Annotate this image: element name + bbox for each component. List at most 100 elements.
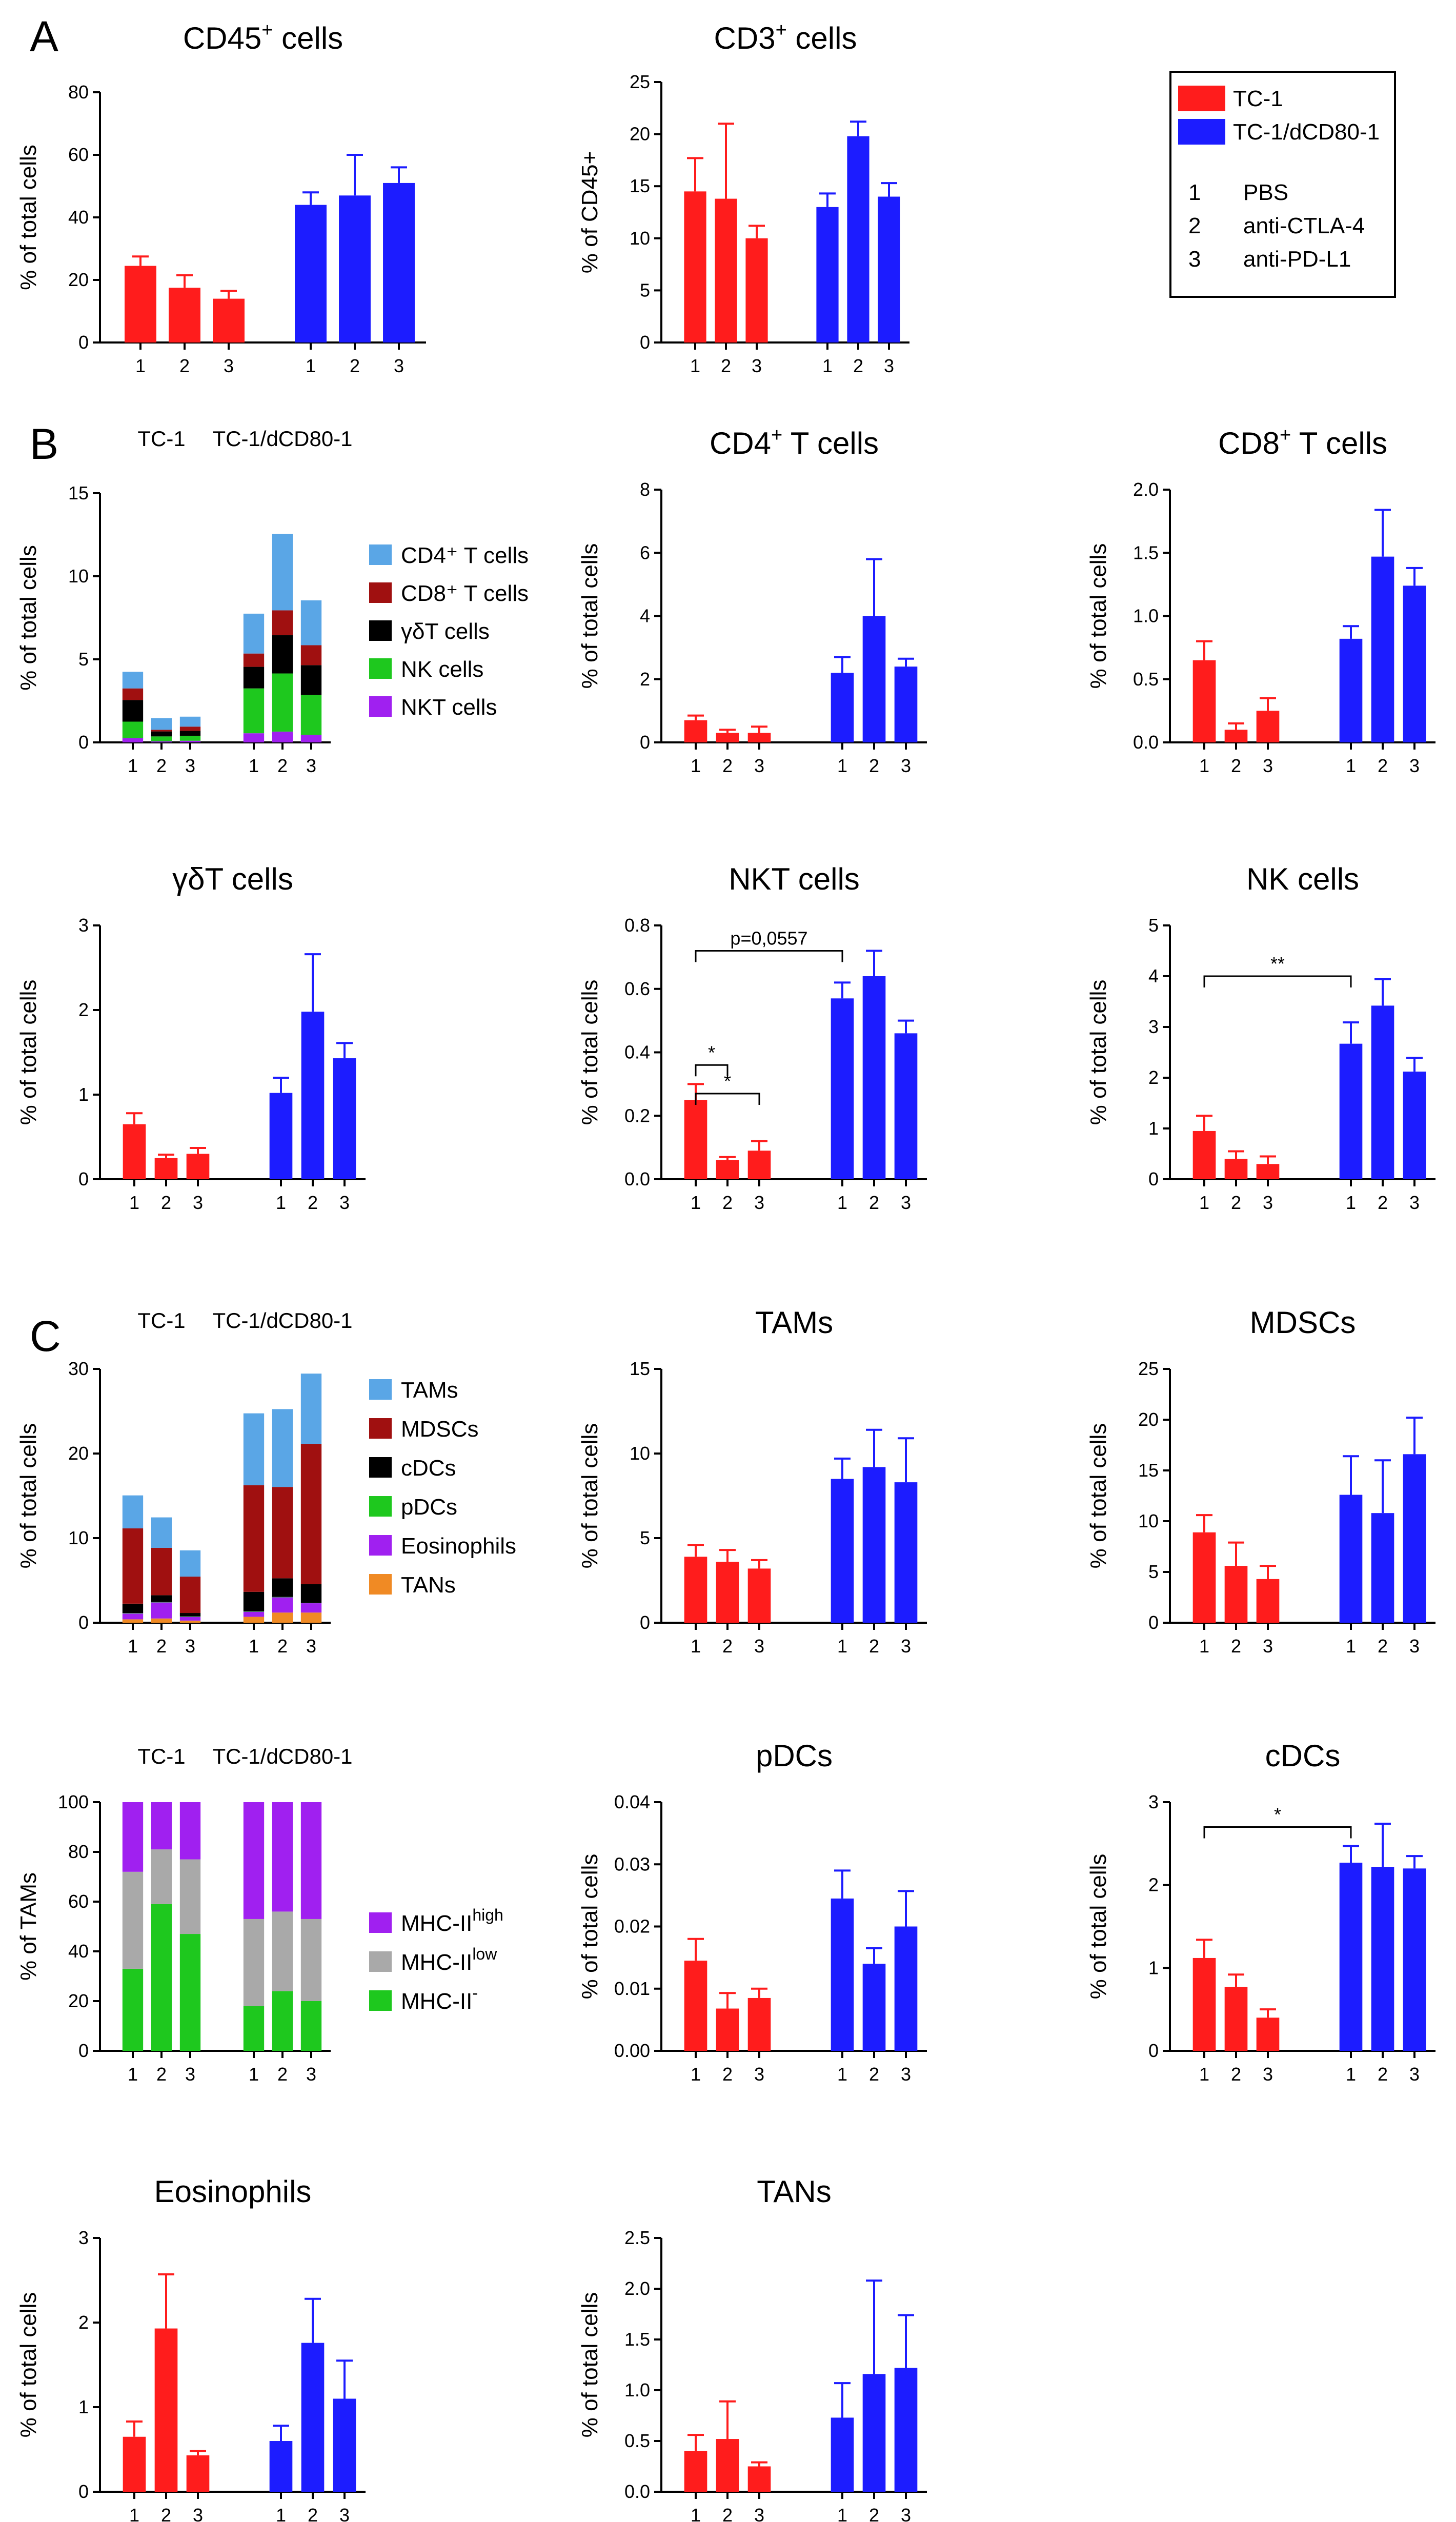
legend-swatch-tc1 [1178, 86, 1225, 111]
mhc-legend-swatch [369, 1912, 392, 1933]
nkt-xtick-label: 3 [754, 1192, 764, 1213]
pdcs-ytick-label: 0.02 [614, 1916, 650, 1937]
pdcs-xtick-label: 2 [722, 2064, 733, 2085]
mdscs-bar-1-0 [1339, 1495, 1363, 1623]
cd3-xtick-label: 3 [884, 355, 894, 376]
mhc-ytick-label: 80 [68, 1841, 89, 1862]
mhc-segment-0-1-1 [151, 1849, 172, 1904]
tams-xtick-label: 1 [837, 1636, 847, 1657]
mhc-ytick-label: 100 [58, 1791, 89, 1812]
cd45-title: CD45+ cells [183, 19, 343, 55]
mhc-segment-1-0-1 [243, 1919, 265, 2006]
lymph_stack-segment-0-1-0 [151, 741, 172, 742]
nkt-xtick-label: 3 [901, 1192, 911, 1213]
cd8-xtick-label: 1 [1199, 755, 1209, 776]
tans-bar-1-1 [862, 2374, 886, 2492]
nk-xtick-label: 1 [1346, 1192, 1356, 1213]
lymph_stack-segment-0-2-1 [179, 736, 201, 741]
lymph_stack-legend-label: γδT cells [401, 619, 490, 644]
tans-ytick-label: 1.0 [624, 2379, 650, 2400]
panel-letter-a: A [30, 12, 58, 60]
cdcs-bar-0-2 [1256, 2017, 1280, 2051]
mdscs-ytick-label: 25 [1138, 1358, 1159, 1379]
myeloid_stack-segment-0-1-0 [151, 1618, 172, 1623]
cdcs-ytick-label: 1 [1148, 1957, 1159, 1978]
tans-ytick-label: 0.5 [624, 2430, 650, 2451]
cd4-ylabel: % of total cells [577, 543, 602, 689]
tans-ytick-label: 2.0 [624, 2278, 650, 2299]
panel-letter-b: B [30, 420, 58, 468]
lymph_stack-xtick-label: 3 [306, 755, 316, 776]
cd4-bar-1-2 [894, 667, 918, 742]
mhc-segment-0-2-1 [179, 1859, 201, 1934]
cd4-ytick-label: 4 [640, 606, 650, 627]
mdscs-bar-1-1 [1371, 1513, 1394, 1623]
myeloid_stack-segment-0-2-0 [179, 1620, 201, 1623]
cd8-ytick-label: 1.0 [1133, 606, 1159, 627]
lymph_stack-legend-swatch [369, 544, 392, 565]
myeloid_stack-segment-1-0-2 [243, 1611, 265, 1612]
myeloid_stack-segment-0-2-4 [179, 1577, 201, 1613]
cd4-xtick-label: 3 [901, 755, 911, 776]
lymph_stack-segment-0-2-4 [179, 716, 201, 727]
lymph_stack-ylabel: % of total cells [16, 545, 41, 691]
cd8-bar-1-0 [1339, 638, 1363, 742]
mdscs-bar-0-1 [1224, 1566, 1248, 1623]
lymph_stack-segment-1-1-1 [272, 673, 293, 732]
nkt-title: NKT cells [729, 862, 860, 896]
cd45-xtick-label: 3 [224, 355, 234, 376]
mhc-ytick-label: 60 [68, 1891, 89, 1912]
cd45-ytick-label: 0 [78, 332, 89, 353]
mdscs-bar-1-2 [1403, 1454, 1426, 1623]
myeloid_stack-legend-label: cDCs [401, 1456, 456, 1481]
cd3-xtick-label: 2 [853, 355, 863, 376]
gdt-xtick-label: 3 [339, 1192, 350, 1213]
mdscs-ytick-label: 0 [1148, 1612, 1159, 1633]
myeloid_stack-legend-label: pDCs [401, 1495, 457, 1520]
cdcs-xtick-label: 1 [1199, 2064, 1209, 2085]
pdcs-title: pDCs [756, 1739, 833, 1773]
legend-treatment-name-1: PBS [1243, 180, 1288, 205]
cdcs-xtick-label: 3 [1263, 2064, 1273, 2085]
myeloid_stack-segment-1-1-0 [272, 1612, 293, 1623]
tams-bar-0-1 [716, 1562, 739, 1623]
myeloid_stack-xtick-label: 2 [277, 1636, 288, 1657]
myeloid_stack-legend-swatch [369, 1496, 392, 1517]
chart-tans: TANs 0.0 0.5 1.0 1.5 2.0 2.5 % of total cells 1 2… [577, 2174, 927, 2522]
eos-xtick-label: 1 [129, 2505, 139, 2522]
tans-xtick-label: 3 [901, 2505, 911, 2522]
mhc-xtick-label: 2 [277, 2064, 288, 2085]
nkt-xtick-label: 1 [691, 1192, 701, 1213]
nkt-bar-0-0 [684, 1100, 707, 1179]
legend-label-dcd80: TC-1/dCD80-1 [1233, 119, 1380, 145]
eos-bar-1-0 [269, 2441, 293, 2492]
nkt-bar-1-2 [894, 1033, 918, 1179]
cdcs-ylabel: % of total cells [1086, 1854, 1111, 2000]
myeloid_stack-segment-1-1-5 [272, 1409, 293, 1487]
mhc-segment-0-1-0 [151, 1904, 172, 2051]
mdscs-xtick-label: 3 [1409, 1636, 1420, 1657]
nkt-sig-label: * [708, 1042, 715, 1063]
lymph_stack-segment-1-0-2 [243, 667, 265, 689]
mhc-segment-1-2-0 [300, 2001, 322, 2051]
gdt-ytick-label: 2 [78, 999, 89, 1020]
cd3-xtick-label: 1 [690, 355, 700, 376]
cd45-xtick-label: 2 [350, 355, 360, 376]
legend-treatment-name-2: anti-CTLA-4 [1243, 213, 1365, 238]
mdscs-xtick-label: 3 [1263, 1636, 1273, 1657]
cdcs-bar-1-2 [1403, 1868, 1426, 2051]
myeloid_stack-legend-label: TANs [401, 1572, 456, 1598]
lymph_stack-segment-1-0-4 [243, 613, 265, 654]
myeloid_stack-segment-1-2-1 [300, 1603, 322, 1613]
gdt-bar-0-1 [154, 1158, 178, 1179]
pdcs-xtick-label: 1 [691, 2064, 701, 2085]
myeloid_stack-segment-0-0-3 [122, 1603, 144, 1613]
pdcs-bar-0-0 [684, 1961, 707, 2051]
tans-ylabel: % of total cells [577, 2292, 602, 2438]
mdscs-ylabel: % of total cells [1086, 1423, 1111, 1569]
myeloid_stack-segment-0-0-4 [122, 1528, 144, 1604]
lymph_stack-xtick-label: 1 [249, 755, 259, 776]
mhc-xtick-label: 3 [185, 2064, 195, 2085]
nk-sig-bracket [1203, 975, 1352, 987]
lymph_stack-segment-0-2-3 [179, 727, 201, 731]
